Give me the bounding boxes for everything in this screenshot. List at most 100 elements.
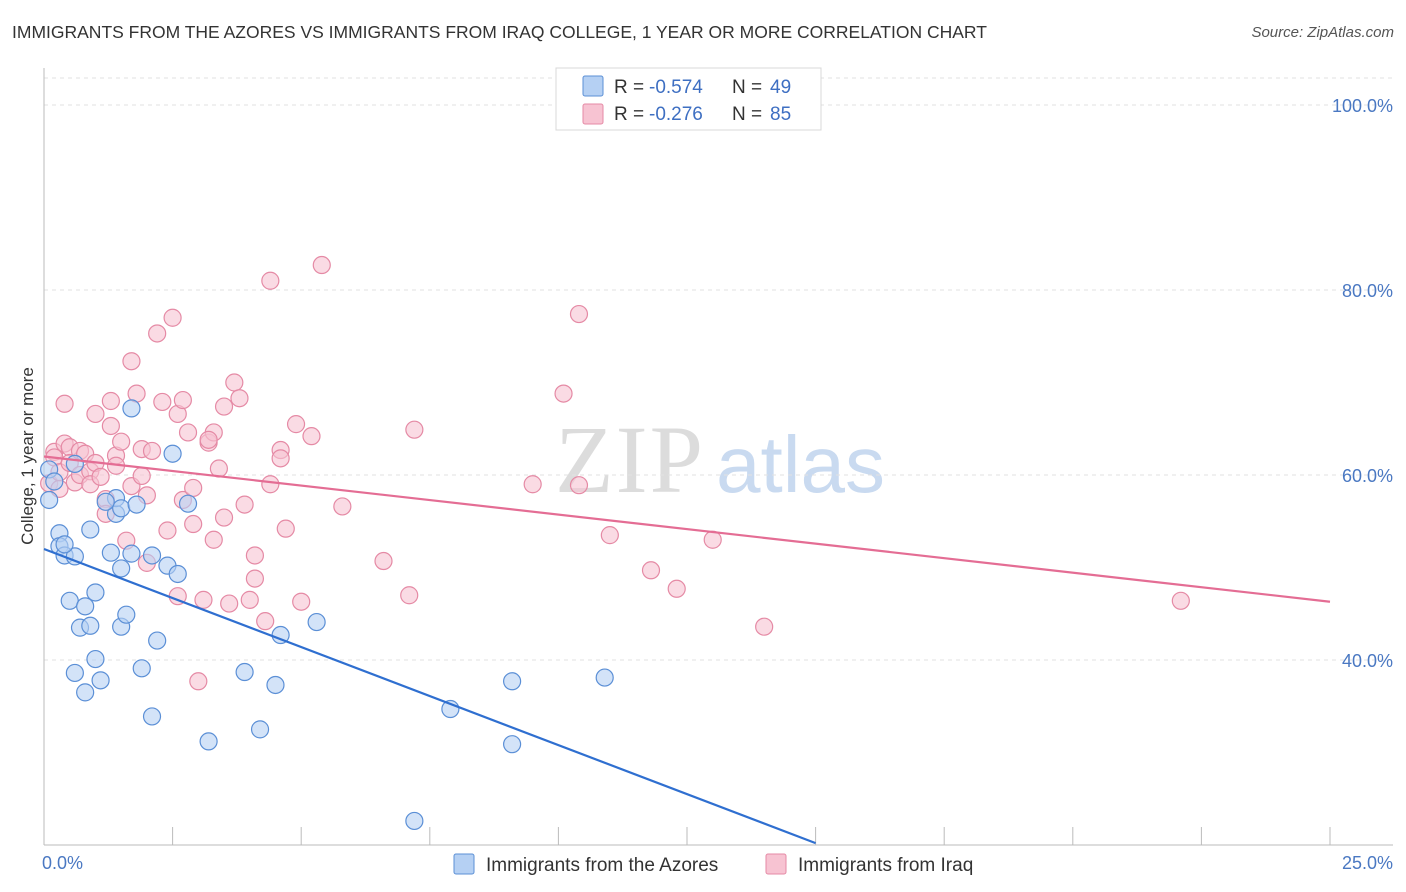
iraq-point (400, 586, 419, 605)
azores-point (168, 564, 187, 584)
azores-point (142, 707, 162, 726)
y-tick-label-100: 100.0% (1332, 96, 1393, 116)
azores-point (266, 675, 285, 695)
correlation-legend: R = -0.574 N = 49 R = -0.276 N = 85 (555, 67, 822, 131)
azores-point (112, 499, 131, 518)
y-tick-label-40: 40.0% (1342, 651, 1393, 671)
y-tick-label-60: 60.0% (1342, 466, 1393, 486)
azores-point (45, 472, 64, 491)
bottom-legend-label-azores: Immigrants from the Azores (486, 855, 718, 876)
iraq-point (184, 514, 203, 534)
azores-point (250, 720, 270, 739)
azores-point (178, 494, 198, 513)
y-tick-labels: 40.0% 60.0% 80.0% 100.0% (1332, 96, 1393, 671)
azores-point (91, 671, 110, 690)
iraq-point (178, 423, 198, 442)
iraq-point (245, 569, 265, 588)
iraq-point (173, 390, 192, 410)
legend-n-label-azores: N = (732, 77, 762, 98)
x-tick-label-min: 0.0% (42, 853, 83, 873)
azores-point (163, 444, 182, 463)
legend-r-value-iraq: -0.276 (649, 104, 703, 125)
gridlines (44, 77, 1393, 661)
iraq-point (667, 579, 686, 598)
azores-point (199, 732, 218, 751)
azores-point (122, 544, 141, 563)
iraq-point (600, 526, 619, 545)
iraq-point (132, 466, 151, 486)
iraq-point (230, 389, 249, 408)
iraq-point (240, 590, 259, 609)
iraq-point (256, 612, 275, 631)
azores-point (127, 495, 146, 514)
iraq-point (189, 672, 208, 691)
iraq-point (225, 373, 244, 392)
azores-point (132, 659, 151, 678)
iraq-point (292, 592, 311, 611)
trend-line-azores (43, 547, 816, 845)
iraq-point (204, 530, 223, 549)
azores-point (76, 683, 95, 702)
iraq-point (312, 255, 331, 275)
azores-point (81, 616, 100, 635)
azores-point (101, 543, 120, 562)
bottom-legend-swatch-azores (453, 853, 475, 875)
azores-point (86, 649, 105, 669)
iraq-point (101, 391, 120, 411)
y-axis-label: College, 1 year or more (18, 367, 37, 545)
azores-point (503, 735, 522, 754)
iraq-point (158, 521, 177, 540)
azores-point (148, 631, 167, 650)
azores-point (503, 672, 522, 691)
azores-point (96, 492, 115, 511)
iraq-point (703, 530, 722, 549)
azores-point (81, 520, 100, 539)
iraq-point (405, 420, 424, 439)
azores-point (86, 583, 105, 602)
iraq-point (261, 271, 280, 290)
bottom-legend-swatch-iraq (765, 853, 787, 875)
legend-n-value-iraq: 85 (770, 104, 791, 125)
watermark: ZIP atlas (555, 406, 885, 513)
iraq-point (112, 432, 131, 451)
azores-point (117, 605, 136, 624)
x-tick-label-max: 25.0% (1342, 853, 1393, 873)
iraq-point (641, 561, 661, 580)
iraq-point (91, 467, 110, 486)
iraq-point (271, 449, 290, 468)
series-azores (40, 399, 614, 831)
iraq-point (569, 476, 589, 495)
azores-point (65, 663, 84, 683)
legend-r-label-iraq: R = (614, 104, 644, 125)
bottom-legend-label-iraq: Immigrants from Iraq (798, 855, 973, 876)
x-ticks (43, 827, 1331, 845)
iraq-point (245, 546, 265, 565)
legend-n-label-iraq: N = (732, 104, 762, 125)
iraq-point (55, 394, 74, 413)
azores-point (307, 612, 326, 632)
iraq-point (122, 352, 141, 371)
azores-point (40, 490, 59, 510)
legend-swatch-iraq (582, 103, 604, 125)
iraq-point (184, 478, 203, 498)
chart-title: IMMIGRANTS FROM THE AZORES VS IMMIGRANTS… (12, 22, 987, 42)
iraq-point (199, 430, 218, 449)
legend-r-value-azores: -0.574 (649, 77, 703, 98)
iraq-point (523, 475, 542, 494)
watermark-zip: ZIP (555, 406, 705, 513)
iraq-point (276, 519, 295, 538)
legend-n-value-azores: 49 (770, 77, 791, 98)
azores-point (142, 546, 162, 565)
azores-point (76, 597, 95, 616)
azores-point (595, 668, 614, 687)
trend-lines (43, 455, 1331, 845)
y-tick-label-80: 80.0% (1342, 281, 1393, 301)
iraq-point (333, 497, 352, 516)
series-legend: Immigrants from the Azores Immigrants fr… (453, 853, 973, 876)
iraq-point (374, 551, 393, 571)
iraq-point (1171, 591, 1190, 610)
iraq-point (194, 590, 213, 609)
iraq-point (153, 392, 172, 412)
azores-point (60, 591, 79, 610)
